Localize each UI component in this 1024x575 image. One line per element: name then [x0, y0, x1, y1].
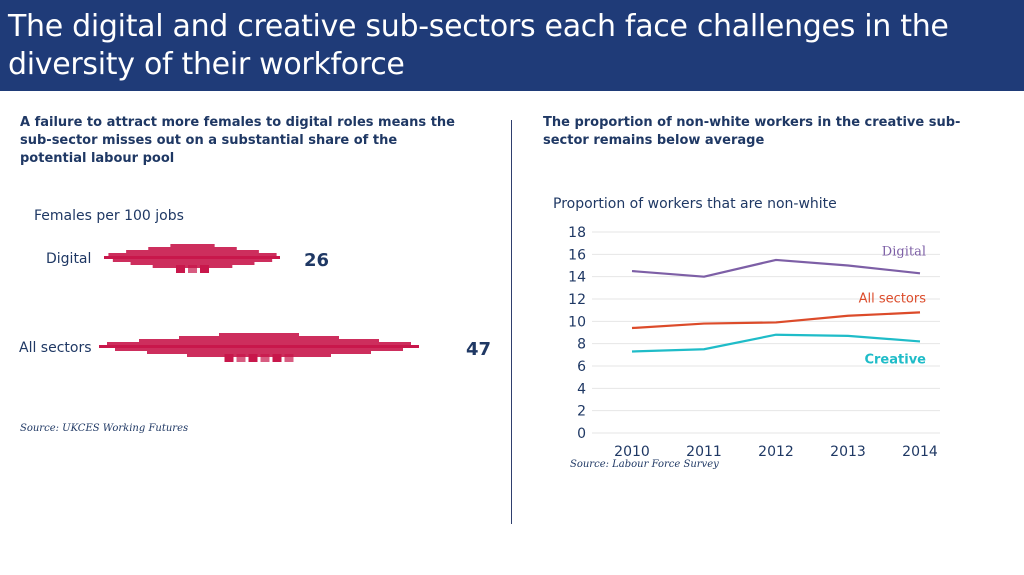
series-line-creative — [631, 333, 921, 353]
x-tick-label: 2012 — [758, 444, 794, 458]
grid-lines — [592, 231, 940, 434]
series-line-digital — [631, 258, 921, 278]
row-label-digital: Digital — [46, 251, 92, 267]
y-axis-ticks: 0 2 4 6 8 10 12 14 16 18 — [568, 225, 586, 442]
y-tick-label: 12 — [568, 292, 586, 308]
series-label-creative: Creative — [864, 352, 926, 367]
y-tick-label: 14 — [568, 270, 586, 286]
x-tick-label: 2011 — [686, 444, 722, 458]
panel-divider — [511, 120, 512, 524]
y-tick-label: 0 — [577, 426, 586, 442]
left-source-note: Source: UKCES Working Futures — [20, 423, 189, 434]
x-tick-label: 2010 — [614, 444, 650, 458]
right-panel-heading: The proportion of non-white workers in t… — [543, 115, 961, 148]
series-lines — [631, 258, 921, 353]
left-panel-heading: A failure to attract more females to dig… — [20, 115, 455, 166]
y-tick-label: 18 — [568, 225, 586, 241]
line-chart-title: Proportion of workers that are non-white — [553, 196, 837, 212]
x-tick-label: 2014 — [902, 444, 938, 458]
right-source-note: Source: Labour Force Survey — [570, 459, 719, 470]
y-tick-label: 4 — [577, 381, 586, 397]
value-all-sectors: 47 — [466, 339, 492, 360]
females-measure-label: Females per 100 jobs — [34, 208, 184, 224]
page-title: The digital and creative sub-sectors eac… — [8, 9, 949, 82]
series-line-all-sectors — [631, 311, 921, 330]
pictogram-bar-all-sectors — [99, 333, 419, 362]
line-chart: 0 2 4 6 8 10 12 14 16 18 2010 2011 2012 2013 2014 Dig… — [568, 225, 940, 458]
row-label-all-sectors: All sectors — [19, 340, 92, 356]
y-tick-label: 8 — [577, 337, 586, 353]
title-bar: The digital and creative sub-sectors eac… — [0, 0, 1024, 91]
y-tick-label: 16 — [568, 247, 586, 263]
y-tick-label: 6 — [577, 359, 586, 375]
series-label-all-sectors: All sectors — [859, 291, 927, 306]
pictogram-bar-digital — [104, 244, 280, 273]
series-labels: Digital All sectors Creative — [859, 244, 927, 367]
series-label-digital: Digital — [882, 244, 926, 259]
x-tick-label: 2013 — [830, 444, 866, 458]
pictogram-digital — [104, 244, 280, 273]
pictogram-all-sectors — [99, 333, 419, 362]
y-tick-label: 10 — [568, 314, 586, 330]
value-digital: 26 — [304, 250, 330, 271]
y-tick-label: 2 — [577, 404, 586, 420]
x-axis-ticks: 2010 2011 2012 2013 2014 — [614, 444, 938, 458]
